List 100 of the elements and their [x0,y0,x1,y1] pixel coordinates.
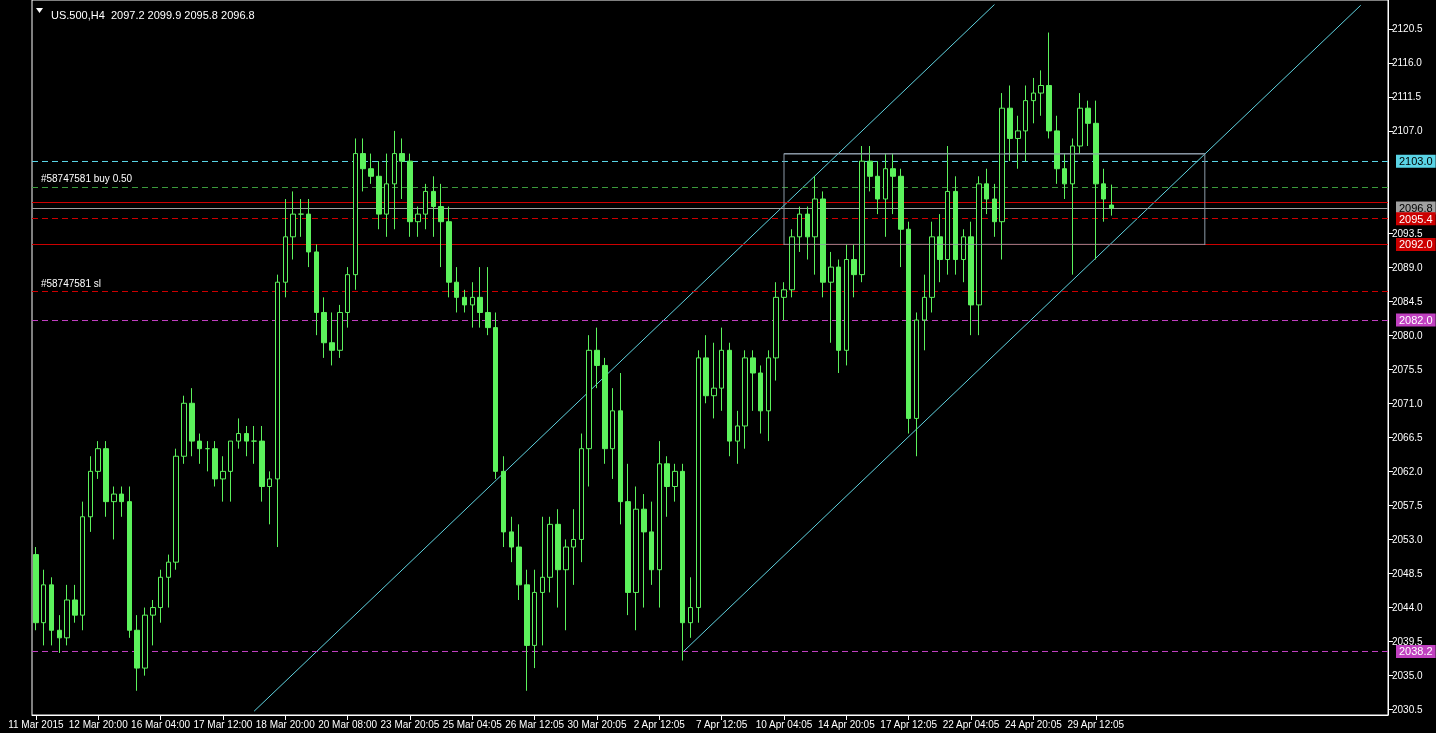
ref-line-label: 2092.0 [1399,238,1433,251]
candlestick [345,266,350,329]
candlestick [571,508,576,586]
candlestick [859,145,865,283]
candlestick [883,153,888,238]
candlestick [875,160,880,215]
candlestick [220,455,226,503]
candlestick [625,463,631,616]
candlestick [618,372,623,525]
candlestick [773,281,779,382]
candlestick [501,455,506,548]
candlestick [579,433,584,563]
candlestick [696,349,701,624]
candlestick [446,206,452,298]
candlestick [49,576,54,646]
y-tick-label: 2035.0 [1392,670,1424,682]
x-tick-label: 23 Mar 20:05 [380,718,440,730]
candlestick [719,327,724,412]
candlestick [134,614,140,692]
candlestick [360,137,366,192]
candlestick [298,198,304,238]
text: US.500,H4 2097.2 2099.9 2095.8 2096.8 [51,8,255,21]
candlestick [415,206,421,238]
candlestick [727,342,732,457]
candlestick [781,281,787,321]
candlestick [438,183,444,268]
x-tick-label: 17 Mar 12:00 [193,718,253,730]
x-tick-label: 24 Apr 20:05 [1005,718,1063,730]
candlestick [314,243,319,336]
candlestick [376,160,382,230]
candlestick [259,425,265,503]
candlestick [166,554,171,609]
x-tick-label: 26 Mar 12:05 [505,718,565,730]
candlestick [509,516,514,563]
candlestick [392,130,397,230]
y-tick-label: 2116.0 [1392,57,1423,69]
x-tick-label: 25 Mar 04:05 [442,718,503,730]
y-tick-label: 2039.5 [1392,636,1424,648]
candlestick [602,357,608,465]
candlestick [368,153,374,185]
ref-line-label: 2096.8 [1399,202,1433,215]
candlestick [563,538,569,631]
candlestick [454,266,459,313]
candlestick [1046,32,1052,139]
candlestick [1109,184,1114,217]
candlestick [197,433,202,465]
candlestick [929,221,935,313]
candlestick [212,440,218,487]
candlestick [516,523,522,601]
y-tick-label: 2111.5 [1392,91,1422,103]
candlestick [649,501,654,586]
x-tick-label: 22 Apr 04:05 [942,718,1000,730]
candlestick [127,486,132,639]
candlestick [64,584,70,646]
candlestick [812,175,818,276]
y-tick-label: 2084.5 [1392,295,1424,307]
candlestick [540,516,545,646]
candlestick [306,198,311,268]
candlestick [1070,137,1075,276]
ref-line-label: 2095.4 [1399,212,1433,225]
candlestick [384,153,389,238]
x-tick-label: 11 Mar 2015 [8,718,65,730]
candlestick [477,266,483,329]
candlestick [532,569,537,669]
candlestick [41,569,46,646]
candlestick [329,311,335,366]
candlestick [88,455,93,533]
candlestick [158,569,163,624]
ref-line-label: 2082.0 [1399,314,1433,327]
candlestick [968,221,974,336]
candlestick [228,440,233,503]
candlestick [594,327,600,389]
candlestick [672,463,678,503]
candlestick [173,448,179,571]
candlestick [1023,85,1028,162]
candlestick [758,364,763,435]
annotation: #58747581 sl [40,277,101,289]
candlestick [976,175,982,336]
candlestick [805,206,810,261]
y-tick-label: 2048.5 [1392,568,1424,580]
x-tick-label: 30 Mar 20:05 [567,718,627,730]
candlestick [80,501,85,631]
x-tick-label: 17 Apr 12:05 [880,718,938,730]
candlestick [657,440,662,609]
candlestick [72,584,78,624]
candlestick [205,440,210,472]
candlestick [937,213,943,283]
x-tick-label: 20 Mar 08:00 [318,718,378,730]
candlestick [742,349,748,450]
candlestick [189,387,195,457]
candlestick [633,486,639,631]
candlestick [1031,77,1036,124]
y-tick-label: 2066.5 [1392,431,1424,443]
candlestick [119,486,124,518]
candlestick [1101,168,1106,223]
x-tick-label: 12 Mar 20:00 [68,718,129,730]
candlestick [1093,100,1099,261]
x-tick-label: 18 Mar 20:00 [255,718,316,730]
candlestick [321,296,327,359]
candlestick [267,470,272,525]
